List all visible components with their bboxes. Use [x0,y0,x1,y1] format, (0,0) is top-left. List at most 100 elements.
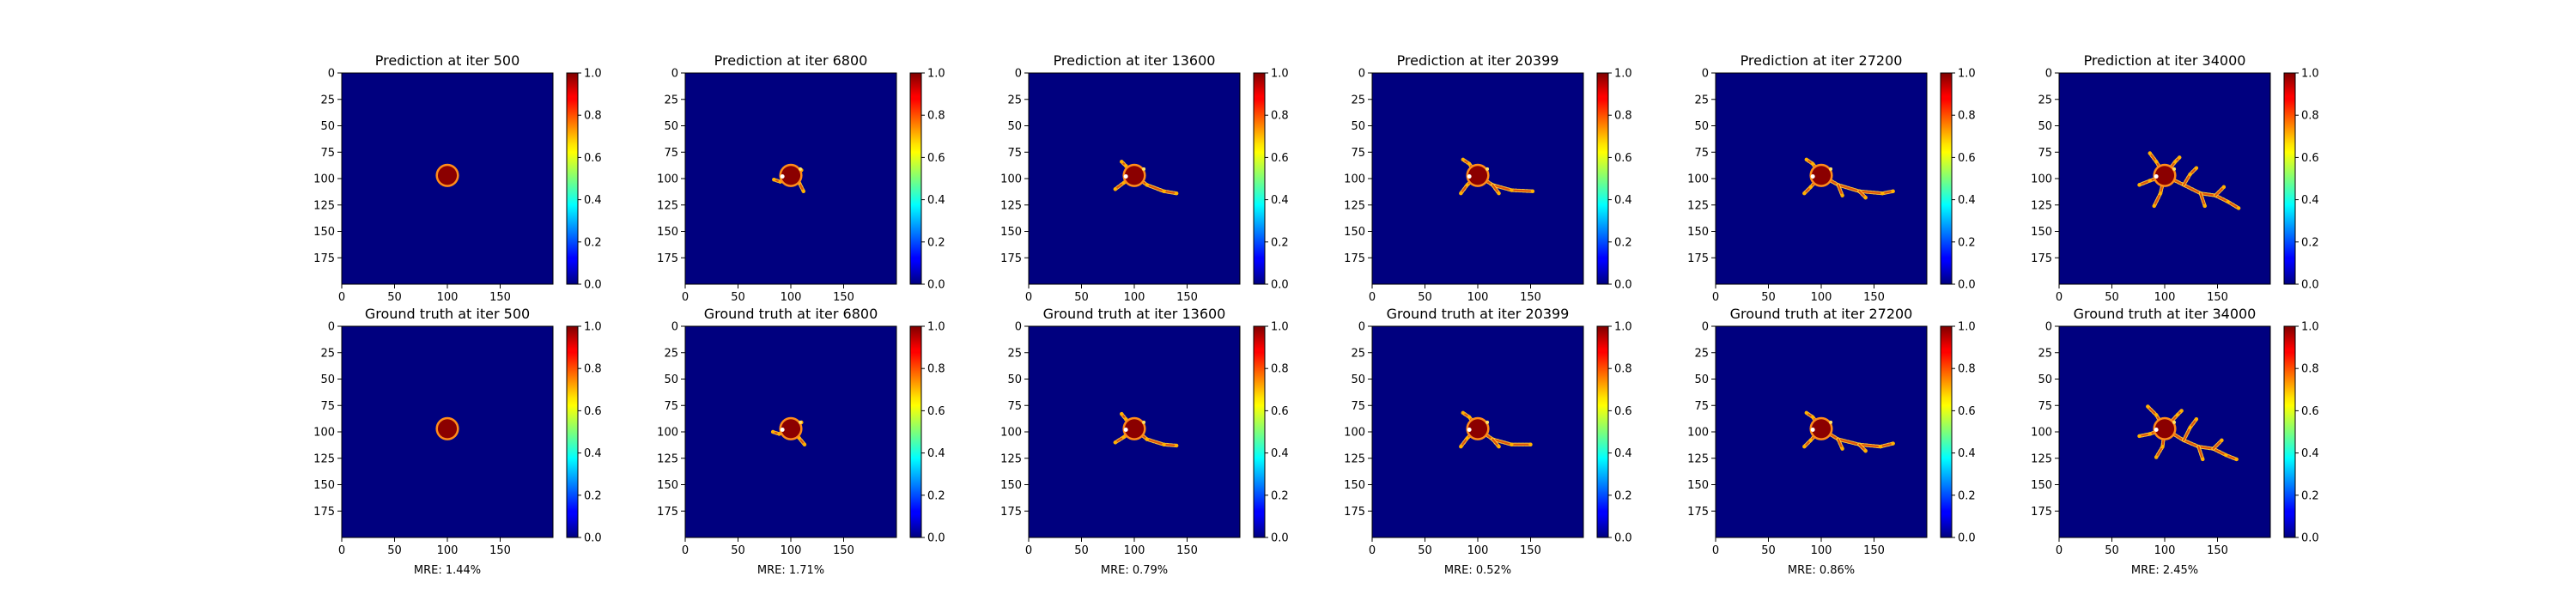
colorbar-tick-label: 0.2 [584,489,602,502]
subplot-title: Prediction at iter 20399 [1397,52,1559,69]
dendrite-branch [2163,174,2240,209]
colorbar-tick-label: 0.4 [2301,447,2319,460]
dendrite-tip [1162,189,1166,193]
x-tick-label: 150 [489,291,511,304]
y-tick-label: 125 [657,452,678,465]
colorbar-tick-label: 0.0 [1958,532,1976,545]
y-tick-label: 0 [328,68,335,81]
colorbar-tick-label: 0.8 [1958,110,1976,123]
subplot-ground-truth-13600: 0 50 100 150 0 25 50 75 100 125 150 175 Ground truth… [1000,306,1289,577]
colorbar-tick-label: 1.0 [1271,321,1289,334]
interface-speck [780,174,785,179]
y-tick-label: 75 [2038,400,2052,413]
dendrite-tip [2188,425,2192,430]
y-tick-label: 50 [1694,120,1709,133]
y-tick-label: 125 [2031,199,2052,212]
y-tick-label: 0 [1702,68,1709,81]
colorbar-tick-label: 0.0 [584,279,602,292]
y-tick-label: 125 [1687,199,1709,212]
dendrite-tip [1878,445,1883,449]
colorbar-tick-label: 0.8 [1271,110,1289,123]
colorbar-tick-label: 0.0 [2301,532,2319,545]
seed-core [1467,166,1488,185]
colorbar-frame [566,325,579,538]
y-tick-label: 175 [1000,252,1022,265]
interface-speck [1485,420,1490,424]
colorbar-tick-label: 0.2 [927,489,945,502]
x-tick-label: 100 [1124,544,1145,557]
subplot-prediction-27200: 0 50 100 150 0 25 50 75 100 125 150 175 Prediction a… [1687,52,1976,304]
colorbar-tick-label: 0.0 [927,532,945,545]
x-tick-label: 0 [1025,544,1032,557]
y-tick-label: 175 [1687,506,1709,519]
y-tick-label: 50 [1694,373,1709,386]
y-tick-label: 150 [657,479,678,492]
dendrite-tip [1145,183,1149,187]
colorbar-tick-label: 0.6 [1271,152,1289,165]
dendrite-tip [1530,189,1535,193]
x-tick-label: 100 [437,544,459,557]
colorbar-tick-label: 0.4 [1271,447,1289,460]
dendrite-tip [2154,413,2159,417]
y-tick-label: 0 [671,321,678,334]
colorbar-tick-label: 0.6 [2301,152,2319,165]
y-tick-label: 150 [313,226,335,239]
y-tick-label: 0 [1358,321,1365,334]
dendrite-tip [1810,415,1815,419]
y-tick-label: 25 [2038,347,2052,360]
interface-speck [2154,174,2159,179]
dendrite-tip [1891,189,1895,193]
colorbar-frame [1940,72,1953,285]
subplot-title: Prediction at iter 13600 [1054,52,1216,69]
x-tick-label: 150 [489,544,511,557]
interface-speck [1485,167,1490,171]
y-tick-label: 75 [320,147,335,160]
seed-core [1124,166,1145,185]
x-tick-label: 100 [2154,544,2176,557]
y-tick-label: 0 [328,321,335,334]
dendrite-tip [1863,195,1868,200]
x-tick-label: 0 [338,544,345,557]
x-tick-label: 0 [1369,291,1376,304]
colorbar-tick-label: 1.0 [1614,321,1632,334]
y-tick-label: 150 [313,479,335,492]
mre-caption: MRE: 1.71% [757,564,824,577]
colorbar-tick-label: 1.0 [2301,68,2319,81]
y-tick-label: 100 [657,173,678,186]
y-tick-label: 175 [313,506,335,519]
colorbar-tick-label: 0.6 [927,152,945,165]
dendrite-tip [2194,417,2199,422]
colorbar [567,73,578,284]
colorbar-tick-label: 0.0 [1614,279,1632,292]
colorbar-tick-label: 0.8 [584,363,602,376]
y-tick-label: 50 [2038,373,2052,386]
dendrite-tip [1802,445,1807,449]
colorbar-tick-label: 0.2 [1958,236,1976,249]
colorbar-tick-label: 0.8 [927,110,945,123]
dendrite-tip [1162,442,1166,446]
colorbar-tick-label: 0.0 [1271,279,1289,292]
dendrite-tip [1145,437,1149,441]
colorbar-frame [909,325,922,538]
interface-speck [1123,428,1128,433]
colorbar [1597,326,1608,537]
subplot-ground-truth-500: 0 50 100 150 0 25 50 75 100 125 150 175 Ground truth… [313,306,602,577]
subplot-title: Prediction at iter 27200 [1741,52,1903,69]
colorbar-tick-label: 0.8 [1958,363,1976,376]
colorbar-tick-label: 0.4 [927,447,945,460]
x-tick-label: 100 [781,291,802,304]
y-tick-label: 75 [664,147,678,160]
subplot-prediction-13600: 0 50 100 150 0 25 50 75 100 125 150 175 Prediction a… [1000,52,1289,304]
y-tick-label: 100 [313,173,335,186]
dendrite-tip [2158,191,2163,196]
seed-core [1467,419,1488,439]
x-tick-label: 0 [1025,291,1032,304]
dendrite-tip [2148,151,2152,155]
dendrite-tip [2188,172,2192,177]
y-tick-label: 0 [2045,321,2052,334]
x-tick-label: 150 [2207,291,2228,304]
dendrite-tip [2148,432,2152,436]
y-tick-label: 100 [1344,427,1365,440]
y-tick-label: 75 [1351,147,1365,160]
